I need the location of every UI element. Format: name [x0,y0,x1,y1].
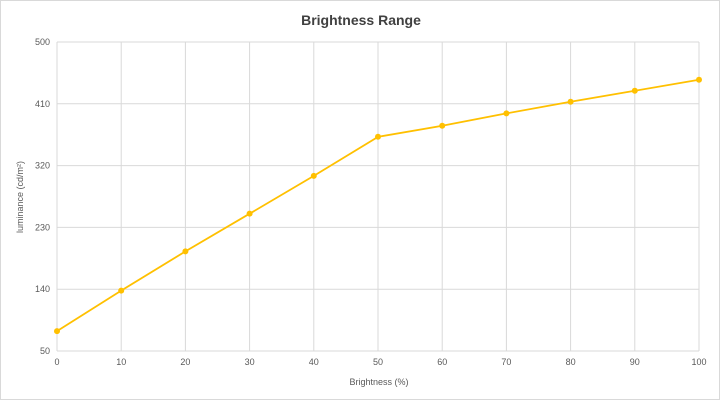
x-tick-label: 10 [116,357,126,367]
x-tick-label: 40 [309,357,319,367]
data-point [182,248,189,255]
data-point [246,210,253,217]
x-tick-label: 30 [245,357,255,367]
x-tick-label: 90 [630,357,640,367]
data-point [567,98,574,105]
x-tick-label: 60 [437,357,447,367]
series-layer [54,76,702,335]
data-point [375,133,381,140]
x-tick-label: 70 [501,357,511,367]
x-tick-label: 100 [691,357,706,367]
x-tick-label: 80 [566,357,576,367]
data-point [54,328,60,335]
x-tick-label: 50 [373,357,383,367]
data-point [631,87,638,94]
y-tick-label: 410 [35,99,50,109]
data-point [118,287,125,294]
x-tick-label: 20 [180,357,190,367]
chart-title: Brightness Range [301,12,421,28]
data-point [696,76,702,83]
gridlines [56,41,700,352]
y-tick-label: 320 [35,161,50,171]
x-axis-ticks: 0 10 20 30 40 50 60 70 80 90 100 [54,357,706,367]
y-tick-label: 140 [35,284,50,294]
data-point [439,122,446,129]
y-axis-label: luminance (cd/m²) [15,161,25,233]
y-tick-label: 230 [35,222,50,232]
x-axis-label: Brightness (%) [349,377,408,387]
y-tick-label: 50 [40,346,50,356]
x-tick-label: 0 [54,357,59,367]
y-axis-ticks: 50 140 230 320 410 500 [35,37,50,356]
data-point [503,110,510,117]
y-tick-label: 500 [35,37,50,47]
data-point [310,172,317,179]
